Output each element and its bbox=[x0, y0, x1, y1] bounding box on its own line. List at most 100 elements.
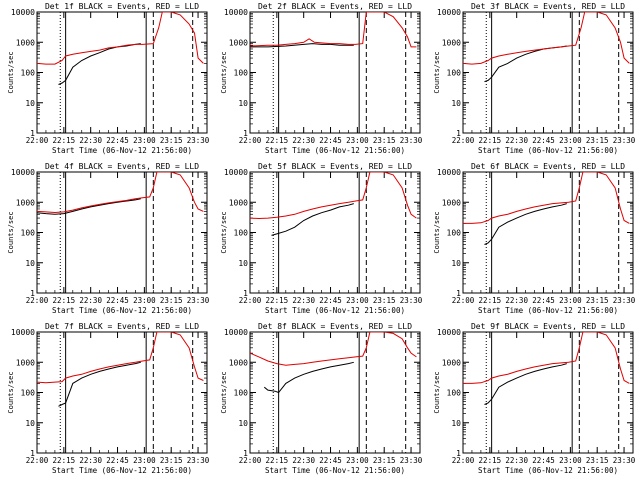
chart-title: Det 3f BLACK = Events, RED = LLD bbox=[471, 2, 625, 11]
plot-frame bbox=[36, 11, 208, 134]
x-tick-label: 22:30 bbox=[79, 456, 102, 465]
y-tick-label: 10000 bbox=[224, 328, 248, 337]
x-tick-label: 23:15 bbox=[373, 296, 396, 305]
y-tick-label: 10000 bbox=[11, 168, 35, 177]
series-line-lld bbox=[37, 12, 204, 65]
y-tick-label: 100 bbox=[21, 389, 36, 398]
x-tick-label: 22:15 bbox=[266, 456, 289, 465]
series-group bbox=[250, 332, 417, 394]
series-line-events bbox=[250, 43, 354, 48]
x-tick-label: 23:00 bbox=[559, 296, 582, 305]
x-tick-label: 22:45 bbox=[532, 136, 555, 145]
chart-title: Det 1f BLACK = Events, RED = LLD bbox=[45, 2, 199, 11]
plot-frame bbox=[462, 331, 634, 454]
x-tick-label: 22:30 bbox=[292, 296, 315, 305]
x-tick-label: 22:30 bbox=[505, 296, 528, 305]
x-tick-label: 22:15 bbox=[53, 456, 76, 465]
series-line-lld bbox=[463, 172, 630, 224]
plot-frame bbox=[36, 331, 208, 454]
x-tick-label: 23:15 bbox=[373, 456, 396, 465]
x-tick-label: 22:45 bbox=[532, 296, 555, 305]
y-tick-label: 1 bbox=[243, 129, 248, 138]
plot-frame bbox=[249, 171, 421, 294]
y-tick-label: 1000 bbox=[16, 198, 35, 207]
plot-frame bbox=[249, 331, 421, 454]
x-tick-label: 22:15 bbox=[53, 296, 76, 305]
x-tick-label: 23:15 bbox=[160, 296, 183, 305]
x-axis-label: Start Time (06-Nov-12 21:56:00) bbox=[52, 306, 192, 315]
x-axis-label: Start Time (06-Nov-12 21:56:00) bbox=[478, 466, 618, 475]
x-axis-label: Start Time (06-Nov-12 21:56:00) bbox=[52, 146, 192, 155]
x-tick-label: 23:30 bbox=[613, 136, 636, 145]
y-tick-label: 10 bbox=[238, 419, 248, 428]
x-tick-label: 23:00 bbox=[346, 296, 369, 305]
x-tick-label: 23:30 bbox=[613, 456, 636, 465]
y-tick-label: 100 bbox=[234, 389, 249, 398]
chart-title: Det 2f BLACK = Events, RED = LLD bbox=[258, 2, 412, 11]
x-tick-label: 23:30 bbox=[187, 456, 210, 465]
y-tick-label: 10000 bbox=[437, 168, 461, 177]
y-tick-label: 100 bbox=[234, 229, 249, 238]
y-axis-label: Counts/sec bbox=[7, 51, 15, 93]
series-group bbox=[37, 172, 204, 215]
x-tick-label: 23:30 bbox=[400, 296, 423, 305]
x-axis-label: Start Time (06-Nov-12 21:56:00) bbox=[265, 306, 405, 315]
y-axis-label: Counts/sec bbox=[433, 211, 441, 253]
y-tick-label: 1 bbox=[30, 449, 35, 458]
y-tick-label: 1 bbox=[456, 289, 461, 298]
x-tick-label: 22:45 bbox=[319, 136, 342, 145]
series-line-lld bbox=[463, 332, 630, 384]
x-tick-label: 23:00 bbox=[346, 136, 369, 145]
plot-frame bbox=[462, 171, 634, 294]
x-tick-label: 22:15 bbox=[479, 456, 502, 465]
y-tick-label: 10 bbox=[238, 99, 248, 108]
x-axis-label: Start Time (06-Nov-12 21:56:00) bbox=[265, 146, 405, 155]
y-tick-label: 10 bbox=[25, 419, 35, 428]
y-tick-label: 10 bbox=[451, 259, 461, 268]
y-tick-label: 1 bbox=[30, 289, 35, 298]
x-tick-label: 23:00 bbox=[559, 456, 582, 465]
series-line-lld bbox=[250, 12, 417, 48]
chart-panel-2: Det 2f BLACK = Events, RED = LLD 1 10 100 10… bbox=[220, 2, 423, 155]
y-tick-label: 100 bbox=[447, 389, 462, 398]
y-tick-label: 10000 bbox=[11, 328, 35, 337]
x-tick-label: 23:30 bbox=[187, 296, 210, 305]
x-tick-label: 22:15 bbox=[266, 136, 289, 145]
x-tick-label: 23:30 bbox=[187, 136, 210, 145]
x-tick-label: 22:30 bbox=[505, 456, 528, 465]
x-axis-label: Start Time (06-Nov-12 21:56:00) bbox=[52, 466, 192, 475]
series-group bbox=[37, 12, 204, 85]
x-tick-label: 22:00 bbox=[26, 136, 49, 145]
x-tick-label: 22:30 bbox=[292, 136, 315, 145]
series-line-lld bbox=[250, 332, 417, 366]
x-tick-label: 23:15 bbox=[160, 136, 183, 145]
series-line-lld bbox=[463, 12, 630, 65]
x-axis-label: Start Time (06-Nov-12 21:56:00) bbox=[478, 306, 618, 315]
y-axis-label: Counts/sec bbox=[433, 371, 441, 413]
series-line-events bbox=[37, 198, 141, 215]
x-tick-label: 23:00 bbox=[346, 456, 369, 465]
x-tick-label: 22:15 bbox=[479, 136, 502, 145]
chart-title: Det 7f BLACK = Events, RED = LLD bbox=[45, 322, 199, 331]
chart-title: Det 4f BLACK = Events, RED = LLD bbox=[45, 162, 199, 171]
x-tick-label: 22:45 bbox=[532, 456, 555, 465]
y-tick-label: 1 bbox=[243, 289, 248, 298]
x-tick-label: 23:30 bbox=[613, 296, 636, 305]
x-tick-label: 23:15 bbox=[586, 136, 609, 145]
y-tick-label: 1000 bbox=[229, 38, 248, 47]
y-tick-label: 100 bbox=[21, 229, 36, 238]
y-tick-label: 1000 bbox=[442, 38, 461, 47]
series-group bbox=[463, 12, 630, 83]
chart-title: Det 8f BLACK = Events, RED = LLD bbox=[258, 322, 412, 331]
y-axis-label: Counts/sec bbox=[220, 371, 228, 413]
y-tick-label: 10000 bbox=[437, 328, 461, 337]
x-tick-label: 22:45 bbox=[106, 456, 129, 465]
y-tick-label: 10 bbox=[451, 419, 461, 428]
y-tick-label: 10 bbox=[238, 259, 248, 268]
series-group bbox=[250, 172, 417, 236]
series-line-lld bbox=[250, 172, 417, 220]
x-tick-label: 22:00 bbox=[26, 456, 49, 465]
x-tick-label: 23:15 bbox=[586, 456, 609, 465]
chart-panel-5: Det 5f BLACK = Events, RED = LLD 1 10 100 10… bbox=[220, 162, 423, 315]
